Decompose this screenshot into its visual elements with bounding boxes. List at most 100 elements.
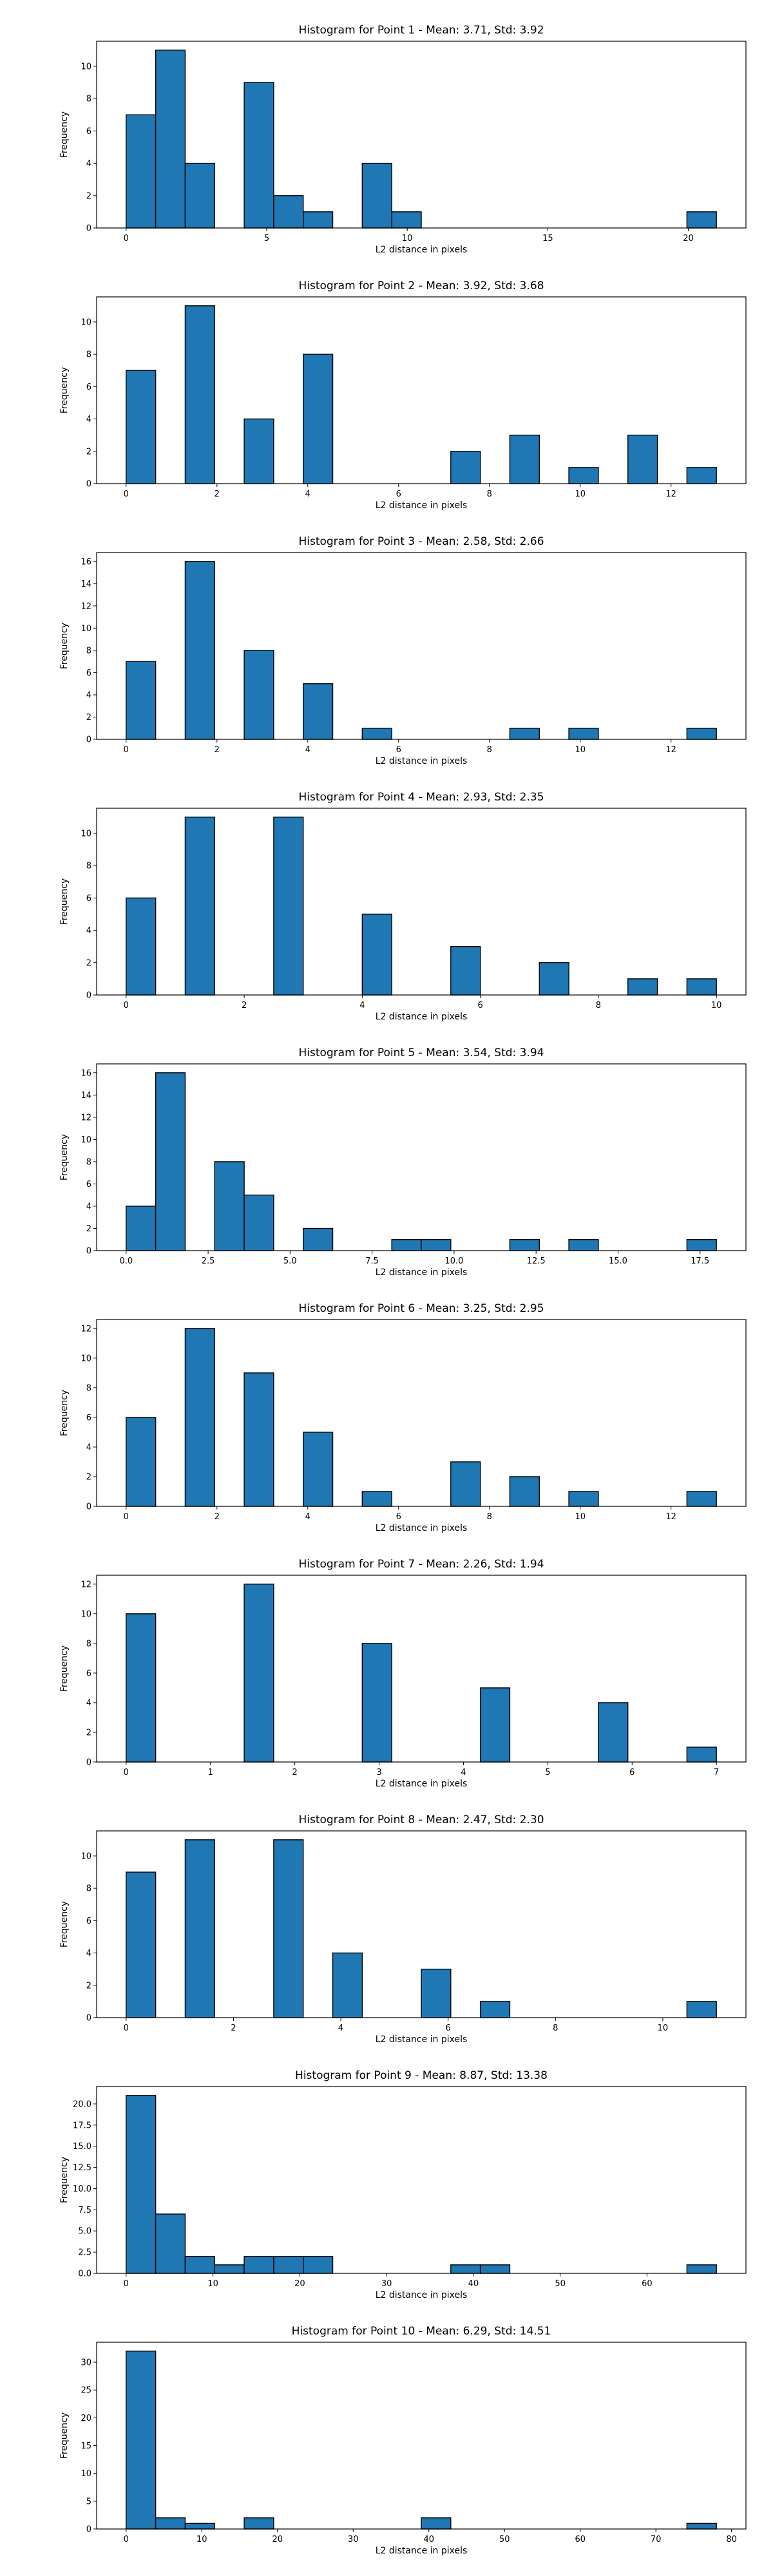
- x-tick-label: 8: [487, 745, 492, 755]
- x-axis-label: L2 distance in pixels: [376, 1012, 468, 1022]
- x-tick-label: 70: [651, 2535, 662, 2544]
- histogram-bar: [509, 1476, 540, 1507]
- y-tick-label: 4: [86, 926, 91, 936]
- x-axis-label: L2 distance in pixels: [376, 1779, 468, 1789]
- y-tick-label: 15.0: [73, 2142, 91, 2152]
- histogram-panel: Histogram for Point 7 - Mean: 2.26, Std:…: [0, 1534, 773, 1789]
- y-tick-label: 10: [81, 1609, 91, 1619]
- plot-frame: [96, 1575, 747, 1763]
- histogram-bar: [509, 434, 540, 484]
- x-tick-label: 2: [242, 1001, 247, 1010]
- x-tick-label: 0: [124, 2535, 129, 2544]
- histogram-bar: [303, 683, 334, 740]
- x-tick-label: 20: [683, 234, 694, 243]
- y-tick-label: 4: [86, 1698, 91, 1708]
- y-tick-label: 0: [86, 1502, 91, 1512]
- y-tick-label: 4: [86, 690, 91, 700]
- histogram-bar: [568, 467, 599, 484]
- y-tick-label: 4: [86, 1949, 91, 1958]
- plot-frame: [96, 1063, 747, 1251]
- y-tick-label: 6: [86, 668, 91, 678]
- x-tick-label: 12: [665, 745, 676, 755]
- chart-title: Histogram for Point 1 - Mean: 3.71, Std:…: [298, 24, 544, 37]
- x-tick-label: 4: [305, 745, 310, 755]
- histogram-bar: [450, 451, 481, 484]
- y-axis-label: Frequency: [59, 623, 70, 669]
- histogram-bar: [361, 1491, 392, 1507]
- y-tick-label: 6: [86, 127, 91, 137]
- y-axis-label: Frequency: [59, 2412, 70, 2459]
- histogram-bar: [686, 2001, 717, 2018]
- histogram-bar: [479, 1687, 511, 1763]
- chart-title: Histogram for Point 10 - Mean: 6.29, Std…: [292, 2325, 551, 2338]
- histogram-bar: [686, 1491, 717, 1507]
- histogram-plot: Histogram for Point 7 - Mean: 2.26, Std:…: [59, 1558, 747, 1789]
- x-tick-label: 15.0: [609, 1256, 627, 1266]
- x-tick-label: 0: [124, 489, 129, 499]
- chart-title: Histogram for Point 4 - Mean: 2.93, Std:…: [298, 791, 544, 804]
- y-tick-label: 0: [86, 735, 91, 745]
- x-tick-label: 60: [575, 2535, 586, 2544]
- histogram-bar: [155, 2213, 186, 2274]
- histogram-bar: [273, 1839, 304, 2018]
- histogram-plot: Histogram for Point 2 - Mean: 3.92, Std:…: [59, 279, 747, 511]
- y-axis-label: Frequency: [59, 1390, 70, 1436]
- x-tick-label: 8: [487, 1512, 492, 1522]
- y-tick-label: 2: [86, 1472, 91, 1482]
- histogram-bar: [126, 1613, 157, 1763]
- histogram-bar: [126, 1206, 157, 1251]
- x-tick-label: 12: [665, 489, 676, 499]
- y-tick-label: 0: [86, 1247, 91, 1256]
- y-tick-label: 15: [81, 2441, 91, 2451]
- y-tick-label: 8: [86, 646, 91, 656]
- y-tick-label: 0: [86, 1758, 91, 1768]
- y-tick-label: 14: [81, 1091, 91, 1101]
- y-tick-label: 30: [81, 2358, 91, 2368]
- histogram-bar: [243, 82, 274, 229]
- histogram-bar: [361, 913, 392, 996]
- chart-title: Histogram for Point 9 - Mean: 8.87, Std:…: [295, 2069, 548, 2082]
- histogram-bar: [303, 211, 334, 229]
- x-tick-label: 0: [124, 1512, 129, 1522]
- y-tick-label: 7.5: [78, 2206, 91, 2215]
- histogram-panel: Histogram for Point 4 - Mean: 2.93, Std:…: [0, 767, 773, 1022]
- y-axis-label: Frequency: [59, 367, 70, 413]
- x-tick-label: 6: [477, 1001, 482, 1010]
- x-tick-label: 30: [348, 2535, 359, 2544]
- x-tick-label: 0: [124, 745, 129, 755]
- y-tick-label: 10: [81, 1354, 91, 1363]
- histogram-bar: [686, 2523, 717, 2530]
- histogram-bar: [273, 2255, 304, 2274]
- histogram-bar: [627, 978, 658, 996]
- histogram-bar: [155, 2517, 186, 2530]
- x-axis-label: L2 distance in pixels: [376, 245, 468, 255]
- histogram-plot: Histogram for Point 10 - Mean: 6.29, Std…: [59, 2325, 747, 2556]
- x-tick-label: 2: [292, 1768, 297, 1777]
- y-tick-label: 8: [86, 350, 91, 360]
- y-tick-label: 8: [86, 1157, 91, 1167]
- histogram-bar: [509, 728, 540, 740]
- x-tick-label: 10: [207, 2279, 218, 2289]
- y-tick-label: 10: [81, 1135, 91, 1145]
- y-tick-label: 10: [81, 317, 91, 327]
- histogram-bar: [686, 2264, 717, 2274]
- x-tick-label: 0: [124, 1768, 129, 1777]
- histogram-panel: Histogram for Point 5 - Mean: 3.54, Std:…: [0, 1023, 773, 1278]
- chart-title: Histogram for Point 6 - Mean: 3.25, Std:…: [298, 1302, 544, 1315]
- y-tick-label: 2: [86, 1981, 91, 1991]
- y-tick-label: 0: [86, 991, 91, 1001]
- y-tick-label: 17.5: [73, 2121, 91, 2130]
- y-tick-label: 4: [86, 1443, 91, 1452]
- plot-frame: [96, 2086, 747, 2274]
- plot-frame: [96, 552, 747, 740]
- y-tick-label: 6: [86, 1917, 91, 1926]
- x-tick-label: 20: [272, 2535, 283, 2544]
- histogram-bar: [243, 650, 274, 740]
- plot-frame: [96, 808, 747, 996]
- x-tick-label: 12.5: [527, 1256, 546, 1266]
- plot-frame: [96, 2342, 747, 2530]
- x-tick-label: 8: [487, 489, 492, 499]
- y-tick-label: 20: [81, 2414, 91, 2423]
- histogram-panel: Histogram for Point 9 - Mean: 8.87, Std:…: [0, 2045, 773, 2300]
- histogram-panel: Histogram for Point 2 - Mean: 3.92, Std:…: [0, 256, 773, 511]
